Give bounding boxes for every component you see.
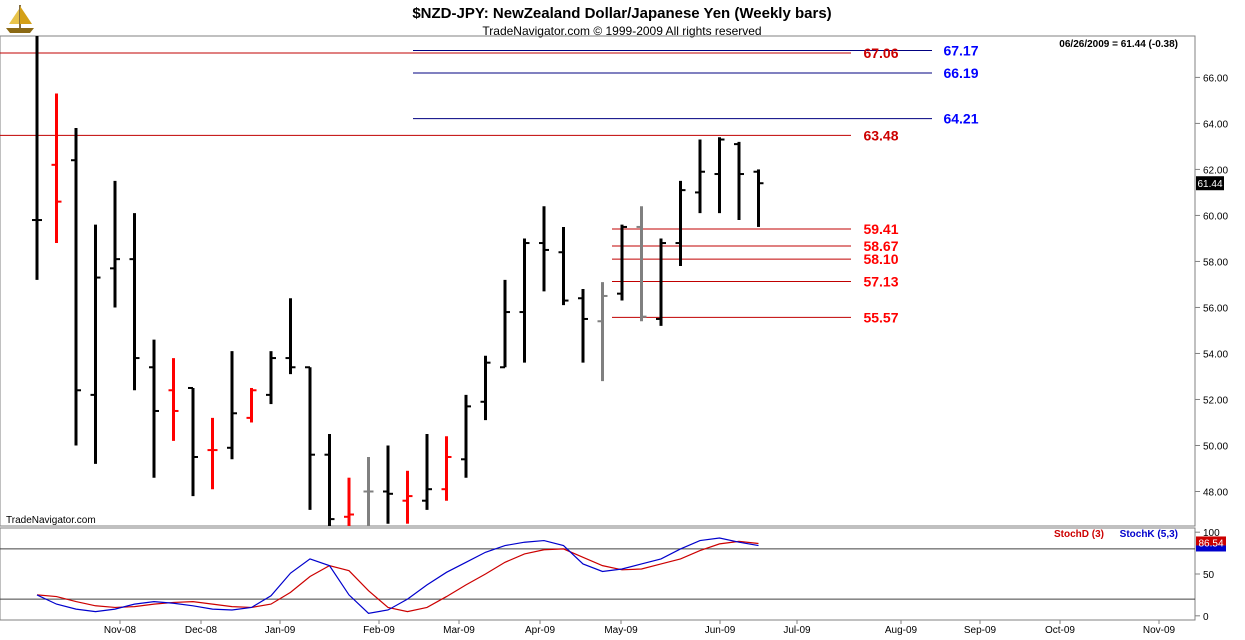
price-tick-label: 58.00 [1203,257,1228,268]
ohlc-bar [656,238,666,326]
ohlc-bar [266,351,276,405]
chart-title: $NZD-JPY: NewZealand Dollar/Japanese Yen… [412,5,831,22]
price-tick-label: 54.00 [1203,349,1228,360]
last-price-marker [1196,176,1224,191]
date-tick-label: Dec-08 [185,625,218,636]
ohlc-bar [578,289,588,363]
ohlc-bar [383,445,393,524]
watermark: TradeNavigator.com [6,515,96,526]
ohlc-bar [305,366,315,510]
stoch-legend: StochD (3) StochK (5,3) [1054,529,1178,540]
ohlc-bar [32,36,42,280]
ohlc-bar [129,213,140,391]
ohlc-bar [149,339,159,478]
ohlc-bar [461,394,471,478]
ohlc-bar [441,436,452,501]
date-tick-label: Feb-09 [363,625,395,636]
ohlc-bar [675,180,686,267]
date-tick-label: Apr-09 [525,625,555,636]
level-label: 67.17 [943,42,978,58]
ohlc-bar [363,456,374,526]
ohlc-bar [90,224,101,464]
date-tick-label: Jun-09 [705,625,736,636]
ohlc-bar [714,137,725,214]
ohlc-bar [188,386,198,497]
level-label: 64.21 [943,111,978,127]
level-label: 59.41 [863,221,898,237]
date-tick-label: Mar-09 [443,625,475,636]
stoch-d-legend: StochD (3) [1054,529,1104,540]
level-label: 58.67 [863,238,898,254]
price-panel [0,35,1196,527]
stoch-k-last-marker [1196,545,1226,552]
level-label: 58.10 [863,251,898,267]
ohlc-bar [695,139,705,214]
ohlc-bar [558,226,569,306]
level-label: 66.19 [943,65,978,81]
ohlc-bar [519,238,530,363]
ohlc-bar [617,224,627,301]
date-axis: Nov-08 Dec-08 Jan-09 Feb-09 Mar-09 Apr-09 May-… [104,620,1176,636]
price-bars [32,36,764,526]
ohlc-bar [753,169,764,227]
ohlc-bar [324,433,335,526]
price-tick-label: 64.00 [1203,119,1228,130]
ohlc-bar [402,470,413,524]
price-tick-label: 60.00 [1203,211,1228,222]
stoch-panel [0,527,1196,621]
ohlc-bar [344,477,354,526]
date-tick-label: Jan-09 [265,625,296,636]
level-label: 63.48 [863,127,898,143]
stoch-tick-label: 100 [1203,528,1220,539]
date-tick-label: Oct-09 [1045,625,1075,636]
stoch-last-label: 86.54 [1198,538,1223,549]
price-tick-label: 48.00 [1203,487,1228,498]
ohlc-bar [539,206,549,292]
ohlc-bar [734,141,744,221]
stoch-d-last-marker [1196,536,1226,546]
price-tick-label: 62.00 [1203,165,1228,176]
ohlc-bar [597,282,608,382]
stoch-tick-label: 0 [1203,612,1209,623]
ohlc-bar [207,417,218,490]
price-tick-label: 50.00 [1203,441,1228,452]
ohlc-bar [480,355,491,421]
date-tick-label: May-09 [604,625,638,636]
date-tick-label: Nov-08 [104,625,137,636]
last-quote-label: 06/26/2009 = 61.44 (-0.38) [1059,39,1178,50]
date-tick-label: Aug-09 [885,625,918,636]
level-label: 55.57 [863,309,898,325]
ohlc-bar [246,387,257,423]
ohlc-bar [636,206,647,322]
level-label: 57.13 [863,273,898,289]
date-tick-label: Sep-09 [964,625,997,636]
stochastic-lines [0,537,1195,614]
ohlc-bar [71,128,81,446]
ohlc-bar [168,358,179,441]
stoch-tick-label: 50 [1203,570,1215,581]
last-price-label: 61.44 [1197,179,1222,190]
ohlc-bar [227,351,237,460]
price-tick-label: 52.00 [1203,395,1228,406]
stoch-d-line [36,540,759,613]
ohlc-bar [51,93,62,244]
stoch-k-legend: StochK (5,3) [1120,529,1178,540]
chart-subtitle: TradeNavigator.com © 1999-2009 All right… [482,24,761,38]
date-tick-label: Jul-09 [783,625,811,636]
date-tick-label: Nov-09 [1143,625,1176,636]
stoch-k-line [36,537,759,614]
ohlc-bar [285,298,296,375]
level-label: 67.06 [863,45,898,61]
header: $NZD-JPY: NewZealand Dollar/Japanese Yen… [2,2,832,38]
price-axis: 48.00 50.00 52.00 54.00 56.00 58.00 60.00 62.00… [1195,73,1228,498]
price-tick-label: 56.00 [1203,303,1228,314]
ohlc-bar [500,279,510,369]
sailing-ship-icon [2,2,38,36]
price-tick-label: 66.00 [1203,73,1228,84]
ohlc-bar [110,180,120,308]
ohlc-bar [422,433,432,510]
price-levels: 67.17 67.06 66.19 64.21 63.48 59.4158.6758.10… [0,42,979,325]
